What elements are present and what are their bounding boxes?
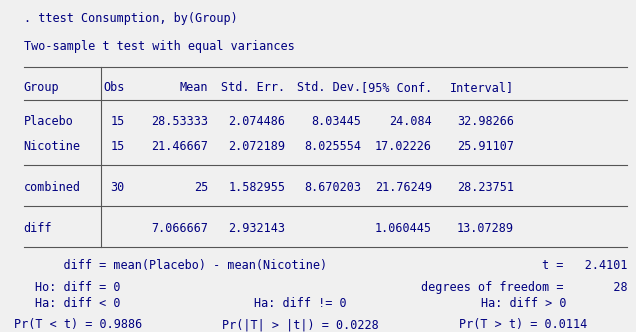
Text: 30: 30	[110, 181, 125, 194]
Text: [95% Conf.: [95% Conf.	[361, 81, 432, 94]
Text: 32.98266: 32.98266	[457, 116, 514, 128]
Text: Ho: diff = 0: Ho: diff = 0	[35, 281, 120, 294]
Text: Placebo: Placebo	[24, 116, 74, 128]
Text: Nicotine: Nicotine	[24, 140, 81, 153]
Text: diff = mean(Placebo) - mean(Nicotine): diff = mean(Placebo) - mean(Nicotine)	[35, 259, 327, 272]
Text: degrees of freedom =       28: degrees of freedom = 28	[420, 281, 627, 294]
Text: 25: 25	[194, 181, 208, 194]
Text: 15: 15	[110, 140, 125, 153]
Text: 8.670203: 8.670203	[304, 181, 361, 194]
Text: Pr(T > t) = 0.0114: Pr(T > t) = 0.0114	[459, 318, 588, 331]
Text: combined: combined	[24, 181, 81, 194]
Text: 1.060445: 1.060445	[375, 222, 432, 235]
Text: 13.07289: 13.07289	[457, 222, 514, 235]
Text: Interval]: Interval]	[450, 81, 514, 94]
Text: 24.084: 24.084	[389, 116, 432, 128]
Text: 25.91107: 25.91107	[457, 140, 514, 153]
Text: Pr(|T| > |t|) = 0.0228: Pr(|T| > |t|) = 0.0228	[223, 318, 379, 331]
Text: 8.025554: 8.025554	[304, 140, 361, 153]
Text: Ha: diff < 0: Ha: diff < 0	[36, 296, 121, 310]
Text: 21.76249: 21.76249	[375, 181, 432, 194]
Text: Std. Dev.: Std. Dev.	[297, 81, 361, 94]
Text: 2.074486: 2.074486	[228, 116, 285, 128]
Text: Group: Group	[24, 81, 59, 94]
Text: 1.582955: 1.582955	[228, 181, 285, 194]
Text: 7.066667: 7.066667	[151, 222, 208, 235]
Text: Ha: diff > 0: Ha: diff > 0	[481, 296, 566, 310]
Text: Obs: Obs	[103, 81, 125, 94]
Text: Mean: Mean	[179, 81, 208, 94]
Text: 28.53333: 28.53333	[151, 116, 208, 128]
Text: Std. Err.: Std. Err.	[221, 81, 285, 94]
Text: Two-sample t test with equal variances: Two-sample t test with equal variances	[24, 41, 294, 53]
Text: 17.02226: 17.02226	[375, 140, 432, 153]
Text: diff: diff	[24, 222, 52, 235]
Text: 28.23751: 28.23751	[457, 181, 514, 194]
Text: t =   2.4101: t = 2.4101	[542, 259, 627, 272]
Text: Ha: diff != 0: Ha: diff != 0	[254, 296, 347, 310]
Text: 2.932143: 2.932143	[228, 222, 285, 235]
Text: . ttest Consumption, by(Group): . ttest Consumption, by(Group)	[24, 12, 237, 25]
Text: 8.03445: 8.03445	[312, 116, 361, 128]
Text: 2.072189: 2.072189	[228, 140, 285, 153]
Text: 15: 15	[110, 116, 125, 128]
Text: Pr(T < t) = 0.9886: Pr(T < t) = 0.9886	[14, 318, 142, 331]
Text: 21.46667: 21.46667	[151, 140, 208, 153]
